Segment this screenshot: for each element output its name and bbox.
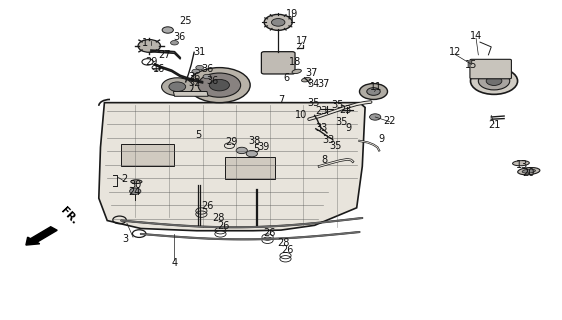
Circle shape xyxy=(478,72,510,90)
Text: 18: 18 xyxy=(289,57,301,67)
Text: 24: 24 xyxy=(128,188,140,197)
Text: 14: 14 xyxy=(470,31,482,41)
Text: 12: 12 xyxy=(448,47,461,57)
Text: 36: 36 xyxy=(173,32,185,42)
Circle shape xyxy=(367,88,380,95)
Text: 30: 30 xyxy=(129,180,142,190)
Text: 28: 28 xyxy=(212,213,224,223)
Text: 22: 22 xyxy=(383,116,396,126)
FancyBboxPatch shape xyxy=(261,52,295,74)
Text: FR.: FR. xyxy=(59,205,80,226)
Text: 13: 13 xyxy=(516,160,528,170)
Ellipse shape xyxy=(302,77,311,82)
Text: 15: 15 xyxy=(465,60,478,70)
Ellipse shape xyxy=(513,161,529,166)
Text: 35: 35 xyxy=(331,100,343,110)
Text: 9: 9 xyxy=(379,134,385,144)
Text: 9: 9 xyxy=(345,123,351,133)
FancyBboxPatch shape xyxy=(470,59,511,79)
Text: 39: 39 xyxy=(257,142,269,152)
Circle shape xyxy=(236,147,247,154)
Circle shape xyxy=(196,65,203,70)
Circle shape xyxy=(130,188,141,195)
Text: 19: 19 xyxy=(286,9,298,19)
Ellipse shape xyxy=(518,168,540,175)
Circle shape xyxy=(169,82,185,92)
Text: 33: 33 xyxy=(315,123,328,133)
Text: 36: 36 xyxy=(188,72,200,82)
Circle shape xyxy=(370,114,381,120)
Circle shape xyxy=(209,79,229,91)
Circle shape xyxy=(162,27,173,33)
Circle shape xyxy=(246,150,257,157)
Text: 2: 2 xyxy=(121,174,127,184)
Text: 5: 5 xyxy=(253,144,260,154)
Text: 35: 35 xyxy=(307,98,320,108)
Circle shape xyxy=(188,68,250,103)
Text: 26: 26 xyxy=(201,201,213,211)
Ellipse shape xyxy=(292,69,301,74)
Polygon shape xyxy=(225,157,275,179)
Text: 37: 37 xyxy=(317,79,329,89)
Circle shape xyxy=(470,68,518,94)
Text: 8: 8 xyxy=(321,155,328,165)
Circle shape xyxy=(170,41,178,45)
Text: 37: 37 xyxy=(306,68,318,78)
Ellipse shape xyxy=(131,180,142,184)
Circle shape xyxy=(203,74,211,79)
Text: 4: 4 xyxy=(171,258,178,268)
FancyArrow shape xyxy=(26,227,57,245)
Text: 26: 26 xyxy=(264,228,276,238)
Text: 26: 26 xyxy=(282,245,294,255)
Text: 34: 34 xyxy=(307,79,320,89)
Text: 35: 35 xyxy=(336,117,348,127)
Text: 21: 21 xyxy=(488,120,500,130)
Ellipse shape xyxy=(522,169,536,173)
Text: 23: 23 xyxy=(315,106,328,116)
Circle shape xyxy=(162,78,193,96)
Text: 27: 27 xyxy=(158,50,171,60)
Text: 36: 36 xyxy=(206,76,219,86)
Polygon shape xyxy=(121,144,174,166)
Text: 29: 29 xyxy=(225,138,238,148)
Circle shape xyxy=(271,19,285,26)
Text: 32: 32 xyxy=(188,78,200,88)
Polygon shape xyxy=(173,92,208,96)
Text: 5: 5 xyxy=(195,130,201,140)
Circle shape xyxy=(360,84,388,100)
Text: 7: 7 xyxy=(278,95,284,105)
Text: 29: 29 xyxy=(145,57,157,67)
Circle shape xyxy=(198,73,241,97)
Text: 31: 31 xyxy=(193,47,206,57)
Circle shape xyxy=(138,40,161,52)
Text: 33: 33 xyxy=(323,135,335,145)
Circle shape xyxy=(264,14,292,30)
Text: 10: 10 xyxy=(294,110,307,120)
Circle shape xyxy=(192,69,200,74)
Text: 16: 16 xyxy=(153,64,165,74)
Text: 26: 26 xyxy=(217,221,230,231)
Text: 28: 28 xyxy=(278,238,290,248)
Text: 3: 3 xyxy=(122,234,128,244)
Circle shape xyxy=(486,76,502,85)
Text: 1: 1 xyxy=(142,38,148,48)
Text: 17: 17 xyxy=(296,36,309,46)
Text: 38: 38 xyxy=(248,136,260,146)
Text: 11: 11 xyxy=(370,82,382,92)
Polygon shape xyxy=(99,103,365,231)
Text: 6: 6 xyxy=(284,73,289,83)
Text: 20: 20 xyxy=(523,168,535,178)
Text: 35: 35 xyxy=(330,141,342,151)
Text: 25: 25 xyxy=(179,16,192,27)
Text: 36: 36 xyxy=(201,64,213,74)
Text: 23: 23 xyxy=(339,105,352,115)
